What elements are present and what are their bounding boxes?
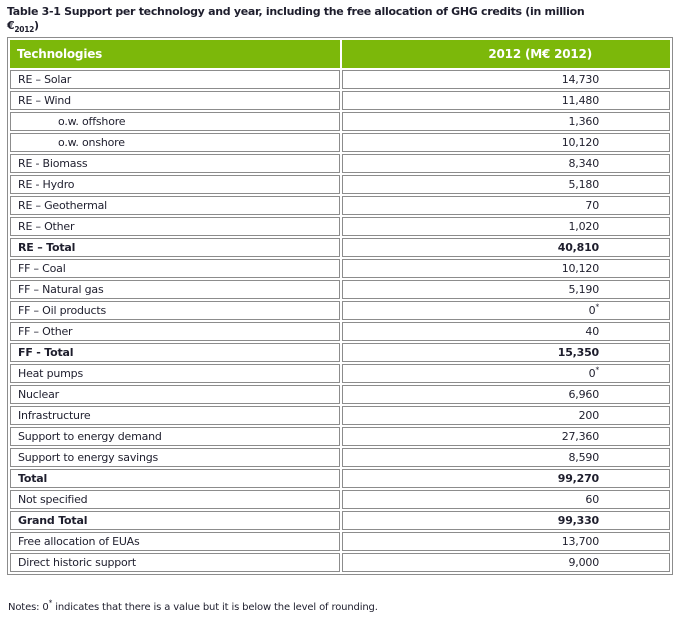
table-row: RE – Other 1,020	[10, 216, 670, 236]
caption-euro-subscript: 2012	[14, 25, 35, 35]
value-cell: 11,480	[342, 90, 670, 110]
column-header-technologies: Technologies	[10, 39, 340, 68]
technology-cell: Not specified	[10, 489, 340, 509]
technology-cell: FF – Oil products	[10, 300, 340, 320]
table-row: FF – Coal 10,120	[10, 258, 670, 278]
value-cell: 6,960	[342, 384, 670, 404]
value-cell: 40,810	[342, 237, 670, 257]
value-cell: 99,330	[342, 510, 670, 530]
technology-cell: Direct historic support	[10, 552, 340, 572]
technology-cell: Support to energy savings	[10, 447, 340, 467]
table-row: Support to energy savings 8,590	[10, 447, 670, 467]
table-row: RE - Biomass 8,340	[10, 153, 670, 173]
table-row: Infrastructure 200	[10, 405, 670, 425]
column-header-2012: 2012 (M€ 2012)	[342, 39, 670, 68]
table-row: FF – Oil products 0*	[10, 300, 670, 320]
technology-cell: Infrastructure	[10, 405, 340, 425]
table-row: Direct historic support 9,000	[10, 552, 670, 572]
technology-cell: o.w. onshore	[10, 132, 340, 152]
support-table: Technologies 2012 (M€ 2012) RE – Solar 1…	[7, 36, 673, 575]
value-cell: 27,360	[342, 426, 670, 446]
table-row: o.w. offshore 1,360	[10, 111, 670, 131]
notes-text: Notes: 0* indicates that there is a valu…	[8, 598, 378, 613]
technology-cell: Free allocation of EUAs	[10, 531, 340, 551]
table-row: Support to energy demand 27,360	[10, 426, 670, 446]
value-cell: 13,700	[342, 531, 670, 551]
technology-cell: Nuclear	[10, 384, 340, 404]
caption-euro-symbol: €	[7, 19, 15, 33]
technology-cell: FF – Other	[10, 321, 340, 341]
value-cell: 15,350	[342, 342, 670, 362]
value-cell: 0*	[342, 300, 670, 320]
value-cell: 9,000	[342, 552, 670, 572]
table-row: Heat pumps 0*	[10, 363, 670, 383]
technology-cell: o.w. offshore	[10, 111, 340, 131]
value-cell: 1,020	[342, 216, 670, 236]
technology-cell: FF – Coal	[10, 258, 340, 278]
value-cell: 8,340	[342, 153, 670, 173]
value-cell: 40	[342, 321, 670, 341]
technology-cell: RE – Wind	[10, 90, 340, 110]
technology-cell: Grand Total	[10, 510, 340, 530]
value-cell: 0*	[342, 363, 670, 383]
header-row: Technologies 2012 (M€ 2012)	[10, 39, 670, 68]
table-row-total: Total 99,270	[10, 468, 670, 488]
table-row: Free allocation of EUAs 13,700	[10, 531, 670, 551]
caption-line1: Table 3-1 Support per technology and yea…	[7, 5, 585, 18]
value-cell: 14,730	[342, 69, 670, 89]
value-cell: 10,120	[342, 132, 670, 152]
technology-cell: RE – Other	[10, 216, 340, 236]
table-row-ff-total: FF - Total 15,350	[10, 342, 670, 362]
table-row: FF – Other 40	[10, 321, 670, 341]
technology-cell: Support to energy demand	[10, 426, 340, 446]
value-cell: 60	[342, 489, 670, 509]
table-row: RE – Geothermal 70	[10, 195, 670, 215]
table-row: FF – Natural gas 5,190	[10, 279, 670, 299]
table-row: RE – Solar 14,730	[10, 69, 670, 89]
technology-cell: RE – Geothermal	[10, 195, 340, 215]
value-cell: 70	[342, 195, 670, 215]
table-row-grand-total: Grand Total 99,330	[10, 510, 670, 530]
technology-cell: FF – Natural gas	[10, 279, 340, 299]
technology-cell: Heat pumps	[10, 363, 340, 383]
value-cell: 99,270	[342, 468, 670, 488]
value-cell: 200	[342, 405, 670, 425]
table-row: o.w. onshore 10,120	[10, 132, 670, 152]
value-cell: 5,190	[342, 279, 670, 299]
table-row: RE - Hydro 5,180	[10, 174, 670, 194]
table-row: Not specified 60	[10, 489, 670, 509]
technology-cell: RE - Biomass	[10, 153, 340, 173]
technology-cell: Total	[10, 468, 340, 488]
technology-cell: RE - Hydro	[10, 174, 340, 194]
value-cell: 10,120	[342, 258, 670, 278]
technology-cell: RE – Total	[10, 237, 340, 257]
table-row: Nuclear 6,960	[10, 384, 670, 404]
table-row-re-total: RE – Total 40,810	[10, 237, 670, 257]
value-cell: 8,590	[342, 447, 670, 467]
table-row: RE – Wind 11,480	[10, 90, 670, 110]
value-cell: 5,180	[342, 174, 670, 194]
table-caption: Table 3-1 Support per technology and yea…	[7, 5, 673, 34]
caption-close-paren: )	[34, 19, 39, 33]
technology-cell: RE – Solar	[10, 69, 340, 89]
technology-cell: FF - Total	[10, 342, 340, 362]
value-cell: 1,360	[342, 111, 670, 131]
